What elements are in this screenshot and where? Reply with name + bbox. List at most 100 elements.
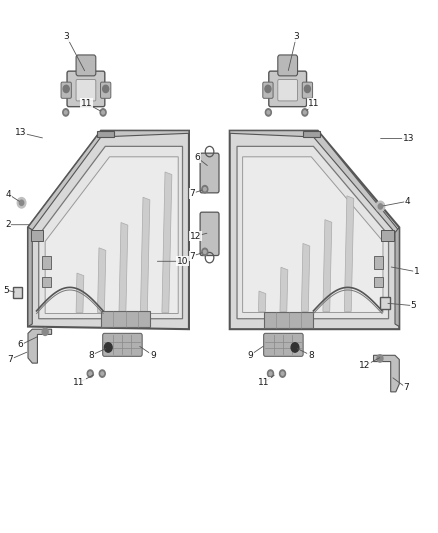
Text: 12: 12: [359, 361, 371, 370]
Text: 8: 8: [88, 351, 94, 360]
Circle shape: [202, 248, 208, 255]
FancyBboxPatch shape: [278, 55, 297, 76]
FancyBboxPatch shape: [269, 71, 307, 107]
Polygon shape: [31, 230, 43, 241]
Circle shape: [268, 370, 273, 377]
Circle shape: [304, 85, 311, 93]
Text: 1: 1: [413, 267, 419, 276]
Circle shape: [265, 85, 271, 93]
Text: 13: 13: [15, 128, 26, 138]
Polygon shape: [141, 197, 150, 312]
Text: 5: 5: [3, 286, 9, 295]
Text: 11: 11: [81, 99, 92, 108]
Polygon shape: [237, 147, 389, 319]
Circle shape: [89, 372, 92, 375]
Polygon shape: [101, 311, 150, 327]
Polygon shape: [230, 131, 399, 232]
Text: 7: 7: [190, 252, 195, 261]
FancyBboxPatch shape: [76, 79, 96, 101]
Circle shape: [279, 370, 286, 377]
Text: 3: 3: [64, 32, 70, 41]
Polygon shape: [28, 228, 32, 327]
Circle shape: [376, 201, 385, 212]
Circle shape: [269, 372, 272, 375]
Polygon shape: [344, 196, 354, 311]
Polygon shape: [42, 277, 51, 287]
Polygon shape: [97, 131, 114, 137]
Polygon shape: [45, 157, 178, 313]
Text: 9: 9: [247, 351, 253, 360]
Circle shape: [63, 85, 69, 93]
Circle shape: [19, 200, 24, 205]
Circle shape: [202, 185, 208, 193]
Text: 6: 6: [18, 341, 24, 349]
FancyBboxPatch shape: [302, 82, 313, 98]
Polygon shape: [374, 256, 383, 269]
Text: 6: 6: [194, 154, 201, 163]
Circle shape: [291, 343, 299, 352]
Circle shape: [302, 109, 308, 116]
Text: 7: 7: [190, 189, 195, 198]
Polygon shape: [98, 248, 106, 312]
Text: 4: 4: [405, 197, 411, 206]
Text: 5: 5: [410, 301, 417, 310]
Text: 13: 13: [403, 134, 414, 143]
Circle shape: [377, 355, 383, 362]
FancyBboxPatch shape: [67, 71, 105, 107]
Polygon shape: [119, 222, 128, 312]
Polygon shape: [162, 172, 172, 312]
Circle shape: [102, 111, 104, 114]
Circle shape: [102, 85, 109, 93]
Circle shape: [204, 250, 206, 254]
Circle shape: [17, 198, 26, 208]
Polygon shape: [258, 291, 266, 311]
FancyBboxPatch shape: [13, 287, 22, 298]
Polygon shape: [39, 147, 183, 319]
Polygon shape: [28, 131, 189, 329]
Polygon shape: [301, 244, 310, 311]
Polygon shape: [374, 277, 383, 287]
Circle shape: [99, 370, 105, 377]
Text: 10: 10: [177, 257, 188, 266]
Text: 2: 2: [5, 220, 11, 229]
FancyBboxPatch shape: [61, 82, 71, 98]
Polygon shape: [42, 256, 51, 269]
Polygon shape: [28, 131, 189, 230]
Circle shape: [64, 111, 67, 114]
Text: 4: 4: [6, 190, 11, 199]
Text: 12: 12: [190, 232, 201, 241]
FancyBboxPatch shape: [263, 82, 273, 98]
Circle shape: [104, 343, 112, 352]
Text: 8: 8: [308, 351, 314, 360]
Circle shape: [100, 109, 106, 116]
FancyBboxPatch shape: [264, 333, 303, 357]
Circle shape: [378, 204, 382, 209]
FancyBboxPatch shape: [76, 55, 96, 76]
Polygon shape: [264, 312, 314, 328]
Text: 11: 11: [73, 378, 85, 387]
Text: 11: 11: [307, 99, 319, 108]
Text: 3: 3: [293, 32, 299, 41]
Circle shape: [265, 109, 272, 116]
FancyBboxPatch shape: [278, 79, 297, 101]
Text: 7: 7: [403, 383, 409, 392]
Polygon shape: [323, 220, 332, 311]
Polygon shape: [381, 230, 394, 241]
Text: 11: 11: [258, 378, 270, 387]
Polygon shape: [280, 267, 288, 311]
Circle shape: [204, 188, 206, 191]
FancyBboxPatch shape: [200, 212, 219, 255]
FancyBboxPatch shape: [102, 333, 142, 357]
FancyBboxPatch shape: [101, 82, 111, 98]
Circle shape: [101, 372, 104, 375]
Polygon shape: [28, 329, 52, 363]
Polygon shape: [303, 131, 320, 137]
Polygon shape: [243, 157, 383, 312]
Circle shape: [87, 370, 93, 377]
FancyBboxPatch shape: [380, 297, 390, 309]
Circle shape: [281, 372, 284, 375]
Text: 7: 7: [7, 355, 13, 364]
Polygon shape: [374, 356, 399, 392]
Text: 9: 9: [150, 351, 156, 360]
Circle shape: [267, 111, 270, 114]
